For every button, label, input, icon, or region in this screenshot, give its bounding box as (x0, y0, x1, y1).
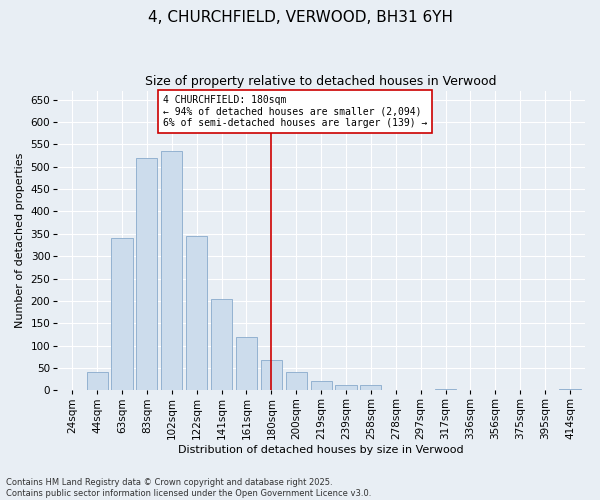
Bar (361, 385, 382, 390)
Bar (186, 236, 207, 390)
Bar (161, 151, 182, 390)
Bar (261, 360, 282, 390)
Bar (335, 385, 356, 390)
Bar (236, 336, 257, 390)
Bar (136, 158, 157, 390)
Bar (211, 298, 232, 390)
Y-axis label: Number of detached properties: Number of detached properties (15, 153, 25, 328)
X-axis label: Distribution of detached houses by size in Verwood: Distribution of detached houses by size … (178, 445, 464, 455)
Bar (286, 372, 307, 390)
Title: Size of property relative to detached houses in Verwood: Size of property relative to detached ho… (145, 75, 497, 88)
Text: Contains HM Land Registry data © Crown copyright and database right 2025.
Contai: Contains HM Land Registry data © Crown c… (6, 478, 371, 498)
Bar (86, 372, 107, 390)
Bar (112, 238, 133, 390)
Bar (311, 382, 332, 390)
Text: 4 CHURCHFIELD: 180sqm
← 94% of detached houses are smaller (2,094)
6% of semi-de: 4 CHURCHFIELD: 180sqm ← 94% of detached … (163, 95, 427, 128)
Text: 4, CHURCHFIELD, VERWOOD, BH31 6YH: 4, CHURCHFIELD, VERWOOD, BH31 6YH (148, 10, 452, 25)
